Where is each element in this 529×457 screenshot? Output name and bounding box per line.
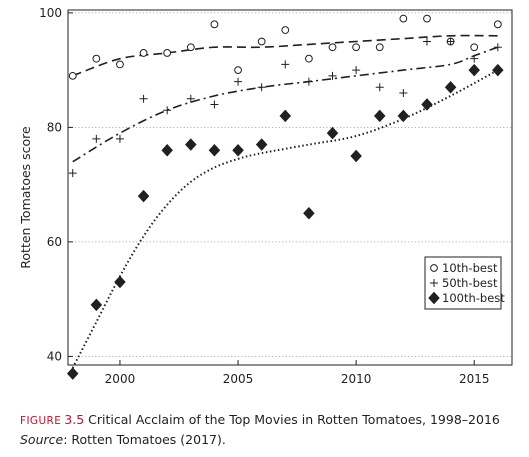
point-100th-best-1999 — [90, 298, 103, 312]
point-50th-best-2003 — [186, 94, 195, 103]
trend-line-10th-best — [72, 34, 498, 77]
plot-frame — [67, 9, 513, 366]
point-10th-best-2007 — [281, 26, 290, 34]
point-100th-best-2002 — [161, 143, 174, 157]
point-50th-best-2008 — [304, 77, 313, 86]
x-tick-label-2005: 2005 — [223, 372, 254, 386]
source-label: Source — [20, 432, 64, 447]
point-100th-best-2010 — [350, 149, 362, 163]
trend-lines — [71, 34, 499, 369]
point-50th-best-2014 — [446, 37, 455, 46]
point-10th-best-2013 — [423, 14, 431, 23]
point-50th-best-2016 — [493, 43, 502, 52]
point-100th-best-1998 — [66, 367, 79, 380]
x-tick-label-2010: 2010 — [341, 372, 372, 386]
point-50th-best-2015 — [470, 54, 479, 63]
chart: 40 60 80 100 2000 2005 2010 2015 Rotten Tomatoe… — [18, 6, 513, 386]
point-10th-best-2012 — [399, 14, 408, 23]
point-10th-best-2000 — [116, 60, 124, 69]
figure-number: 3.5 — [64, 412, 85, 427]
point-100th-best-2014 — [444, 80, 457, 94]
point-10th-best-2005 — [234, 66, 242, 75]
x-tick-label-2015: 2015 — [459, 372, 490, 386]
point-10th-best-2002 — [163, 49, 172, 57]
point-50th-best-2004 — [210, 100, 219, 109]
point-100th-best-2005 — [232, 143, 244, 157]
point-50th-best-2001 — [139, 94, 148, 103]
point-50th-best-2009 — [328, 71, 337, 80]
point-50th-best-2005 — [234, 77, 243, 86]
legend-marker-10th-best — [430, 264, 438, 272]
point-50th-best-2002 — [163, 106, 172, 115]
point-100th-best-2008 — [303, 206, 315, 220]
point-50th-best-1999 — [92, 134, 101, 143]
point-50th-best-1998 — [68, 169, 77, 178]
legend-marker-50th-best — [430, 279, 438, 287]
y-tick-label-60: 60 — [47, 235, 62, 249]
point-50th-best-2006 — [257, 83, 266, 92]
point-50th-best-2007 — [281, 60, 290, 69]
source-text: : Rotten Tomatoes (2017). — [63, 432, 226, 447]
point-10th-best-2004 — [210, 20, 219, 29]
point-50th-best-2011 — [375, 83, 384, 92]
point-10th-best-2006 — [257, 37, 266, 46]
legend-marker-100th-best — [428, 291, 440, 305]
point-10th-best-2001 — [139, 49, 148, 57]
axis-ticks: 40 60 80 100 2000 2005 2010 2015 — [39, 6, 489, 386]
point-100th-best-2004 — [208, 143, 221, 157]
legend-label-100th-best: 100th-best — [442, 291, 505, 305]
x-tick-label-2000: 2000 — [105, 372, 136, 386]
point-100th-best-2000 — [114, 275, 126, 289]
point-10th-best-2010 — [352, 43, 361, 52]
point-10th-best-2009 — [328, 43, 337, 52]
point-10th-best-1999 — [92, 54, 101, 63]
point-100th-best-2003 — [184, 138, 197, 151]
point-50th-best-2012 — [399, 89, 408, 98]
figure-label: FIGURE — [20, 415, 62, 427]
point-100th-best-2006 — [255, 138, 268, 151]
point-10th-best-2008 — [304, 54, 313, 63]
figure-caption-text: Critical Acclaim of the Top Movies in Ro… — [88, 412, 500, 427]
legend-label-10th-best: 10th-best — [442, 261, 498, 275]
point-100th-best-2015 — [468, 63, 481, 77]
point-100th-best-2009 — [326, 126, 339, 140]
point-100th-best-2007 — [279, 109, 292, 123]
figure-caption: FIGURE 3.5 Critical Acclaim of the Top Mo… — [20, 412, 500, 427]
point-10th-best-2011 — [375, 43, 384, 52]
point-10th-best-2015 — [470, 43, 479, 52]
y-tick-label-40: 40 — [47, 349, 62, 363]
data-points — [66, 14, 504, 380]
figure-source: Source: Rotten Tomatoes (2017). — [20, 432, 226, 447]
grid-layer — [68, 12, 512, 357]
y-axis-label: Rotten Tomatoes score — [18, 126, 33, 269]
point-50th-best-2013 — [422, 37, 431, 46]
y-tick-label-100: 100 — [39, 6, 62, 20]
point-100th-best-2001 — [137, 189, 150, 203]
legend-label-50th-best: 50th-best — [442, 276, 498, 290]
y-tick-label-80: 80 — [47, 120, 62, 134]
point-10th-best-2016 — [493, 20, 502, 29]
point-50th-best-2010 — [352, 66, 361, 75]
point-100th-best-2012 — [397, 109, 410, 123]
point-10th-best-2003 — [186, 43, 195, 52]
trend-line-100th-best — [71, 69, 499, 369]
point-50th-best-2000 — [115, 134, 124, 143]
point-100th-best-2016 — [491, 63, 504, 77]
point-10th-best-1998 — [68, 71, 77, 80]
point-100th-best-2013 — [421, 98, 433, 111]
point-100th-best-2011 — [373, 109, 386, 123]
